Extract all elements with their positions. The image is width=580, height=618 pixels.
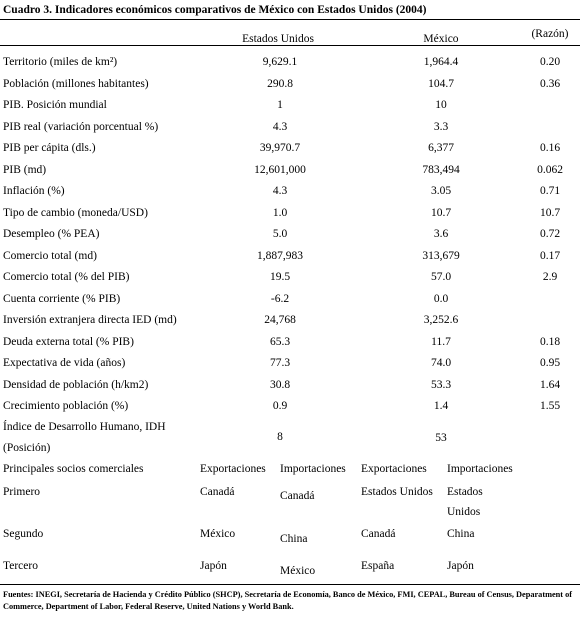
row-mx-value: 1,964.4 <box>423 56 459 68</box>
idh-mx-value: 53 <box>435 432 447 444</box>
row-ratio-value: 1.64 <box>539 379 561 391</box>
partner-mx-imp-line1: Estados <box>447 486 483 498</box>
row-ratio-value: 0.36 <box>539 78 561 90</box>
partner-row-label: Tercero <box>3 560 38 572</box>
row-mx-value: 0.0 <box>433 293 449 305</box>
row-label: Comercio total (md) <box>3 250 97 262</box>
row-us-value: 39,970.7 <box>259 142 301 154</box>
row-ratio-value: 0.062 <box>537 164 563 176</box>
idh-label-line2: (Posición) <box>3 442 51 454</box>
row-mx-value: 11.7 <box>431 336 451 348</box>
partner-us-imp: China <box>280 533 308 545</box>
partner-mx-imp: Japón <box>447 560 474 572</box>
partner-us-imp: México <box>280 565 316 577</box>
partner-mx-exp: España <box>361 560 395 572</box>
partner-us-exp: Canadá <box>200 486 235 498</box>
row-us-value: 290.8 <box>267 78 293 90</box>
partner-mx-exp: Canadá <box>361 528 396 540</box>
partners-header-label: Principales socios comerciales <box>3 463 144 475</box>
row-ratio-value: 10.7 <box>539 207 561 219</box>
row-us-value: 9,629.1 <box>262 56 298 68</box>
partners-header-mx-imp: Importaciones <box>447 463 513 475</box>
row-ratio-value: 0.72 <box>539 228 561 240</box>
row-us-value: 30.8 <box>269 379 291 391</box>
row-ratio-value: 0.71 <box>539 185 561 197</box>
row-mx-value: 3.6 <box>433 228 449 240</box>
row-us-value: -6.2 <box>270 293 290 305</box>
row-label: Desempleo (% PEA) <box>3 228 100 240</box>
row-label: Deuda externa total (% PIB) <box>3 336 134 348</box>
row-us-value: 19.5 <box>269 271 291 283</box>
row-ratio-value: 2.9 <box>542 271 558 283</box>
row-mx-value: 783,494 <box>422 164 460 176</box>
partner-mx-imp: China <box>447 528 475 540</box>
row-mx-value: 104.7 <box>428 78 454 90</box>
row-us-value: 1,887,983 <box>257 250 303 262</box>
row-mx-value: 3,252.6 <box>423 314 459 326</box>
header-mx: México <box>423 33 459 45</box>
partner-us-exp: México <box>200 528 236 540</box>
partners-header-us-exp: Exportaciones <box>200 463 266 475</box>
partner-us-exp: Japón <box>200 560 227 572</box>
row-label: Expectativa de vida (años) <box>3 357 126 369</box>
row-label: Territorio (miles de km²) <box>3 56 118 68</box>
row-label: Tipo de cambio (moneda/USD) <box>3 207 148 219</box>
row-us-value: 77.3 <box>269 357 291 369</box>
table-title: Cuadro 3. Indicadores económicos compara… <box>3 4 427 16</box>
partners-header-mx-exp: Exportaciones <box>361 463 427 475</box>
row-label: Población (millones habitantes) <box>3 78 149 90</box>
row-label: Inflación (%) <box>3 185 65 197</box>
row-us-value: 4.3 <box>272 185 288 197</box>
row-mx-value: 3.05 <box>430 185 452 197</box>
row-mx-value: 53.3 <box>430 379 452 391</box>
partner-row-label: Primero <box>3 486 41 498</box>
row-label: PIB. Posición mundial <box>3 99 107 111</box>
row-ratio-value: 1.55 <box>539 400 561 412</box>
partner-us-imp: Canadá <box>280 490 315 502</box>
idh-us-value: 8 <box>277 431 283 443</box>
partners-header-us-imp: Importaciones <box>280 463 346 475</box>
row-label: PIB per cápita (dls.) <box>3 142 96 154</box>
row-us-value: 0.9 <box>272 400 288 412</box>
footer-rule <box>0 584 580 585</box>
header-us: Estados Unidos <box>242 33 314 45</box>
row-mx-value: 3.3 <box>433 121 449 133</box>
row-ratio-value: 0.18 <box>539 336 561 348</box>
partner-row-label: Segundo <box>3 528 44 540</box>
partner-mx-exp: Estados Unidos <box>361 486 433 498</box>
row-us-value: 24,768 <box>264 314 296 326</box>
title-rule <box>0 19 580 20</box>
row-label: Comercio total (% del PIB) <box>3 271 130 283</box>
row-mx-value: 313,679 <box>422 250 460 262</box>
row-ratio-value: 0.20 <box>539 56 561 68</box>
row-us-value: 12,601,000 <box>254 164 306 176</box>
source-note: Fuentes: INEGI, Secretaría de Hacienda y… <box>3 590 573 611</box>
row-mx-value: 10.7 <box>430 207 452 219</box>
row-mx-value: 57.0 <box>430 271 452 283</box>
partner-mx-imp-line2: Unidos <box>447 506 481 518</box>
row-mx-value: 10 <box>435 99 447 111</box>
row-us-value: 5.0 <box>272 228 288 240</box>
row-us-value: 1.0 <box>272 207 288 219</box>
header-ratio: (Razón) <box>531 28 569 40</box>
row-ratio-value: 0.16 <box>539 142 561 154</box>
row-us-value: 4.3 <box>272 121 288 133</box>
row-label: Inversión extranjera directa IED (md) <box>3 314 177 326</box>
row-label: Crecimiento población (%) <box>3 400 129 412</box>
row-us-value: 1 <box>277 99 283 111</box>
idh-label-line1: Índice de Desarrollo Humano, IDH <box>3 421 166 433</box>
header-rule <box>0 45 580 46</box>
row-us-value: 65.3 <box>269 336 291 348</box>
row-ratio-value: 0.95 <box>539 357 561 369</box>
row-mx-value: 74.0 <box>430 357 452 369</box>
row-mx-value: 6,377 <box>428 142 454 154</box>
row-label: Cuenta corriente (% PIB) <box>3 293 121 305</box>
row-label: Densidad de población (h/km2) <box>3 379 149 391</box>
row-label: PIB (md) <box>3 164 47 176</box>
row-mx-value: 1.4 <box>433 400 449 412</box>
row-label: PIB real (variación porcentual %) <box>3 121 159 133</box>
row-ratio-value: 0.17 <box>539 250 561 262</box>
